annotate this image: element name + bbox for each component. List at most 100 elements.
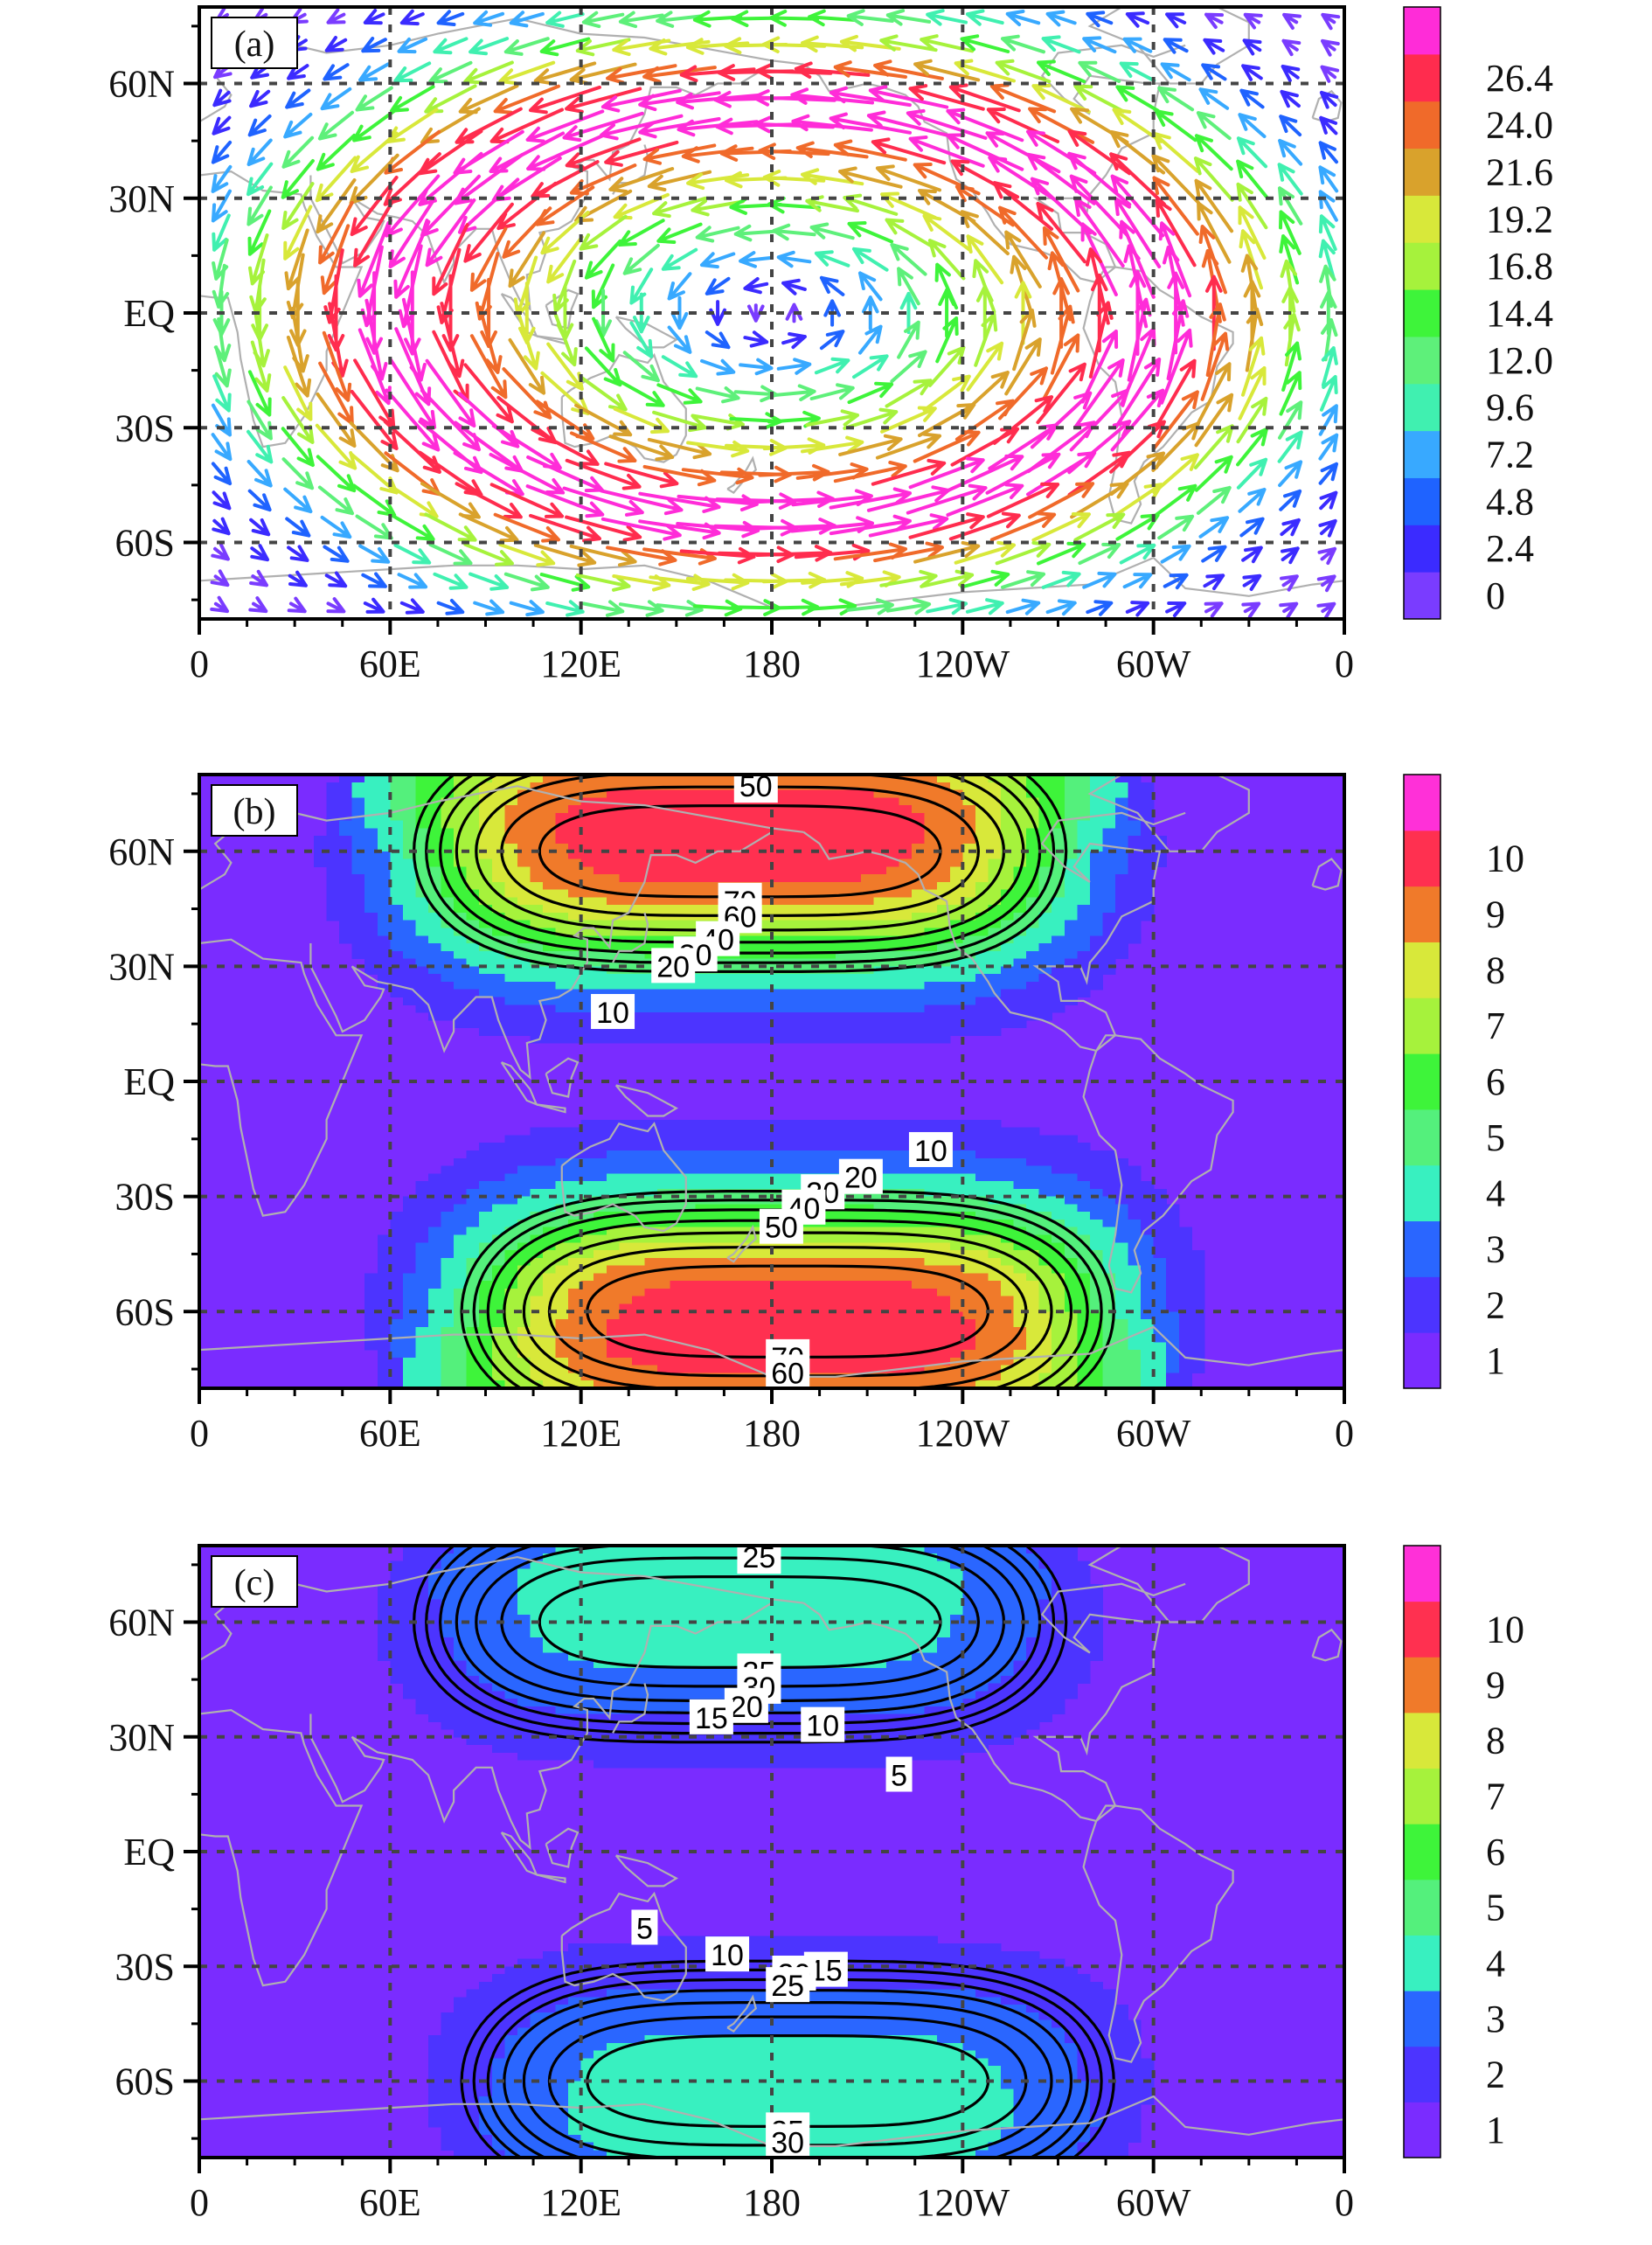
wind-arrow (498, 543, 556, 567)
wind-arrow (960, 34, 1010, 53)
x-tick-label: 180 (743, 1412, 801, 1455)
coastline (536, 1873, 566, 1884)
wind-arrow (752, 89, 836, 107)
wind-arrow (1203, 573, 1225, 591)
wind-arrow (546, 235, 584, 284)
wind-arrow (320, 224, 351, 295)
panel-b: 5070604030201010203040507060(b)060E120E1… (108, 770, 1524, 1455)
wind-arrow (801, 435, 864, 454)
wind-arrow (1194, 455, 1233, 492)
wind-arrow (1321, 12, 1341, 31)
wind-arrow (1067, 129, 1131, 176)
wind-arrow (281, 159, 315, 199)
contour-label: 60 (771, 1357, 804, 1390)
wind-arrow (691, 199, 745, 217)
wind-arrow (393, 61, 432, 83)
wind-arrow (1238, 205, 1267, 260)
wind-arrow (965, 598, 1004, 615)
grid-lines (199, 775, 1344, 1388)
wind-arrow (211, 189, 232, 223)
coastline (1082, 1804, 1234, 2063)
wind-arrow (1194, 178, 1234, 233)
coastline (309, 831, 773, 1081)
wind-arrow (584, 346, 622, 387)
panel-label-box (211, 784, 298, 837)
colorbar-tick-label: 26.4 (1486, 57, 1553, 100)
wind-arrow (1320, 65, 1340, 83)
colorbar-frame (1403, 1545, 1441, 2158)
wind-arrow (1004, 337, 1042, 396)
wind-arrow (608, 434, 675, 462)
coastline (199, 170, 364, 448)
colorbar-swatch (1404, 2102, 1440, 2158)
contour-label-box (705, 1936, 750, 1972)
wind-arrow (1163, 38, 1189, 54)
wind-arrow (1125, 11, 1150, 28)
wind-arrow (681, 146, 754, 163)
colorbar-tick-label: 9 (1486, 893, 1505, 936)
wind-arrow (885, 218, 933, 247)
wind-arrow (1152, 390, 1199, 450)
contour-line (522, 2001, 1053, 2158)
y-tick-label: 60N (108, 1602, 175, 1644)
wind-arrow (926, 9, 968, 26)
wind-arrow (469, 37, 510, 56)
wind-arrow (808, 9, 857, 27)
wind-arrow (318, 200, 354, 265)
wind-arrow (320, 515, 352, 539)
wind-arrow (1078, 542, 1121, 566)
wind-arrow (496, 181, 558, 231)
wind-arrow (1243, 12, 1263, 30)
wind-arrow (1031, 512, 1091, 542)
coastline (726, 1994, 758, 2033)
x-tick-label: 60W (1116, 1412, 1191, 1455)
wind-arrow (469, 226, 508, 292)
wind-arrow (1165, 601, 1187, 618)
y-tick-label: 30S (115, 1945, 175, 1988)
wind-arrow (879, 569, 938, 587)
wind-arrow (1073, 358, 1125, 428)
wind-arrow (281, 182, 315, 230)
contour-label-box (591, 994, 635, 1030)
wind-arrow (846, 9, 894, 26)
y-tick-label: 30S (115, 1176, 175, 1219)
wind-arrow (436, 599, 465, 615)
coastline (614, 1084, 679, 1117)
wind-arrow (281, 427, 315, 467)
wind-arrow (575, 38, 631, 57)
wind-arrow (985, 452, 1061, 495)
plot-area: 25353020151055101520253530 (199, 1546, 1344, 2158)
contour-line (455, 1546, 1025, 1714)
wind-arrow (781, 278, 807, 295)
wind-arrow (1005, 10, 1041, 26)
contour-label-box (766, 1354, 810, 1388)
wind-arrow (992, 181, 1054, 231)
wind-arrow (1193, 156, 1234, 202)
wind-arrow (846, 598, 894, 615)
wind-arrow (211, 433, 233, 462)
wind-arrow (809, 222, 855, 240)
wind-arrow (1160, 328, 1193, 405)
wind-arrow (425, 198, 476, 268)
wind-arrow (965, 9, 1004, 26)
wind-arrow (463, 60, 514, 85)
wind-arrow (526, 134, 604, 171)
wind-arrow (326, 597, 346, 614)
contour-label: 10 (596, 997, 629, 1030)
colorbar-tick-label: 24.0 (1486, 104, 1553, 147)
contour-label: 50 (739, 770, 773, 803)
wind-arrow (776, 250, 812, 268)
contour-label-box (651, 948, 696, 983)
wind-arrow (1122, 37, 1153, 53)
wind-arrow (350, 131, 399, 173)
wind-arrow (323, 545, 350, 563)
wind-arrow (1112, 483, 1163, 518)
grid-lines (199, 1546, 1344, 2158)
wind-arrow (1241, 546, 1263, 564)
wind-arrow (246, 429, 274, 464)
wind-arrow (569, 431, 637, 463)
wind-arrow (1154, 109, 1197, 142)
wind-arrow (913, 59, 981, 82)
wind-arrow (1073, 512, 1126, 542)
colorbar-swatch (1404, 53, 1440, 102)
